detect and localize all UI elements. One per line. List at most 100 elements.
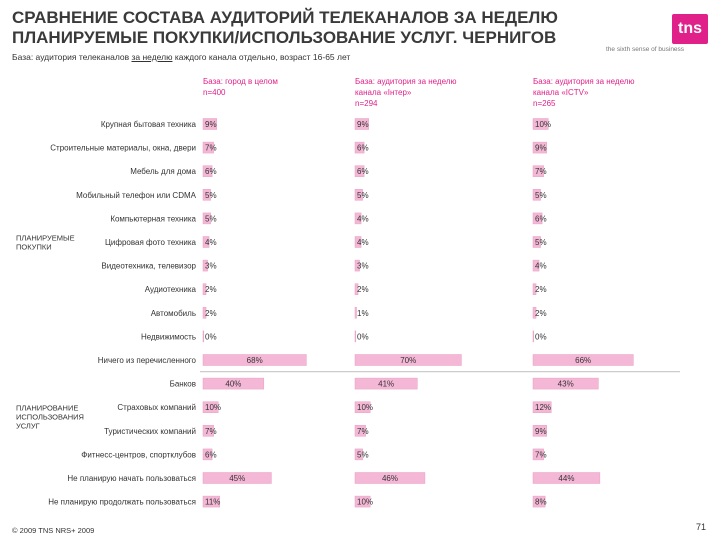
column-header-line: n=294 <box>355 99 378 108</box>
data-label: 5% <box>535 191 547 200</box>
data-label: 7% <box>205 427 217 436</box>
title-line-1: СРАВНЕНИЕ СОСТАВА АУДИТОРИЙ ТЕЛЕКАНАЛОВ … <box>12 8 558 27</box>
column-header-city: База: город в целом n=400 <box>203 76 278 98</box>
basis-text-underlined: за неделю <box>131 52 173 62</box>
bar <box>354 141 365 154</box>
column-header-line: База: аудитория за неделю <box>533 77 635 86</box>
data-label: 41% <box>378 380 394 389</box>
category-label: Аудиотехника <box>145 285 197 294</box>
bar <box>532 236 541 248</box>
bar <box>532 307 537 319</box>
bar <box>532 448 544 461</box>
category-label: Строительные материалы, окна, двери <box>50 144 196 153</box>
category-label: Недвижимость <box>141 332 196 341</box>
category-label: Видеотехника, телевизор <box>101 262 196 271</box>
data-label: 5% <box>205 214 217 223</box>
footer-copyright: © 2009 TNS NRS+ 2009 <box>12 526 95 535</box>
bar <box>202 259 208 272</box>
data-label: 44% <box>558 474 574 483</box>
bar <box>354 283 359 295</box>
data-label: 7% <box>535 450 547 459</box>
data-label: 9% <box>205 120 217 129</box>
category-label: Банков <box>170 380 196 389</box>
bar <box>532 212 543 225</box>
bar <box>532 165 544 177</box>
bar <box>532 377 599 390</box>
data-label: 10% <box>357 403 373 412</box>
data-label: 45% <box>229 474 245 483</box>
category-label: Компьютерная техника <box>110 214 196 223</box>
bar <box>354 354 462 366</box>
data-label: 9% <box>535 144 547 153</box>
category-label: Не планирую продолжать пользоваться <box>48 498 196 507</box>
data-label: 10% <box>535 120 551 129</box>
bar <box>532 283 537 295</box>
bar <box>532 259 540 272</box>
bar <box>532 472 601 484</box>
data-label: 5% <box>357 191 369 200</box>
bar <box>202 448 213 461</box>
data-label: 6% <box>357 167 369 176</box>
data-label: 4% <box>357 214 369 223</box>
data-label: 40% <box>225 380 241 389</box>
group-label: ПЛАНИРОВАНИЕ <box>16 404 78 413</box>
data-label: 43% <box>558 380 574 389</box>
bar <box>202 401 219 413</box>
data-label: 5% <box>205 191 217 200</box>
data-label: 3% <box>357 262 369 271</box>
data-label: 0% <box>357 332 369 341</box>
bar <box>354 425 366 437</box>
bar <box>532 330 535 343</box>
bar <box>532 354 634 366</box>
bar <box>202 212 211 225</box>
data-label: 1% <box>357 309 369 318</box>
column-header-line: База: аудитория за неделю <box>355 77 457 86</box>
bar <box>354 377 418 390</box>
bar <box>532 425 547 437</box>
category-label: Ничего из перечисленного <box>98 356 197 365</box>
data-label: 6% <box>357 144 369 153</box>
category-label: Страховых компаний <box>117 403 196 412</box>
bar <box>532 189 541 201</box>
category-label: Крупная бытовая техника <box>101 120 197 129</box>
bar <box>202 472 272 484</box>
data-label: 2% <box>205 309 217 318</box>
bar <box>202 189 211 201</box>
column-header-line: n=265 <box>533 99 556 108</box>
bar <box>532 401 552 413</box>
category-label: Цифровая фото техника <box>105 238 197 247</box>
bar <box>354 259 360 272</box>
data-label: 68% <box>247 356 263 365</box>
bar <box>202 495 220 508</box>
data-label: 0% <box>535 332 547 341</box>
bar <box>532 141 547 154</box>
column-header-line: канала «Інтер» <box>355 88 412 97</box>
data-label: 2% <box>357 285 369 294</box>
data-label: 3% <box>205 262 217 271</box>
data-label: 2% <box>535 285 547 294</box>
data-label: 5% <box>535 238 547 247</box>
data-label: 7% <box>205 144 217 153</box>
data-label: 9% <box>535 427 547 436</box>
bar <box>354 165 365 177</box>
bar <box>354 448 363 461</box>
column-header-inter: База: аудитория за неделю канала «Інтер»… <box>355 76 456 109</box>
data-label: 6% <box>535 214 547 223</box>
data-label: 70% <box>400 356 416 365</box>
page-title: СРАВНЕНИЕ СОСТАВА АУДИТОРИЙ ТЕЛЕКАНАЛОВ … <box>12 8 622 48</box>
column-header-ictv: База: аудитория за неделю канала «ICTV» … <box>533 76 634 109</box>
group-label: ПОКУПКИ <box>16 243 52 252</box>
bar <box>202 118 217 130</box>
data-label: 10% <box>357 498 373 507</box>
bar <box>202 165 213 177</box>
bar <box>202 377 265 390</box>
bar <box>202 330 205 343</box>
data-label: 11% <box>205 498 220 507</box>
data-label: 4% <box>205 238 217 247</box>
data-label: 7% <box>535 167 547 176</box>
data-label: 10% <box>205 403 221 412</box>
bar <box>354 212 362 225</box>
data-label: 12% <box>535 403 551 412</box>
bar <box>354 236 362 248</box>
tns-logo: tns <box>672 14 708 44</box>
